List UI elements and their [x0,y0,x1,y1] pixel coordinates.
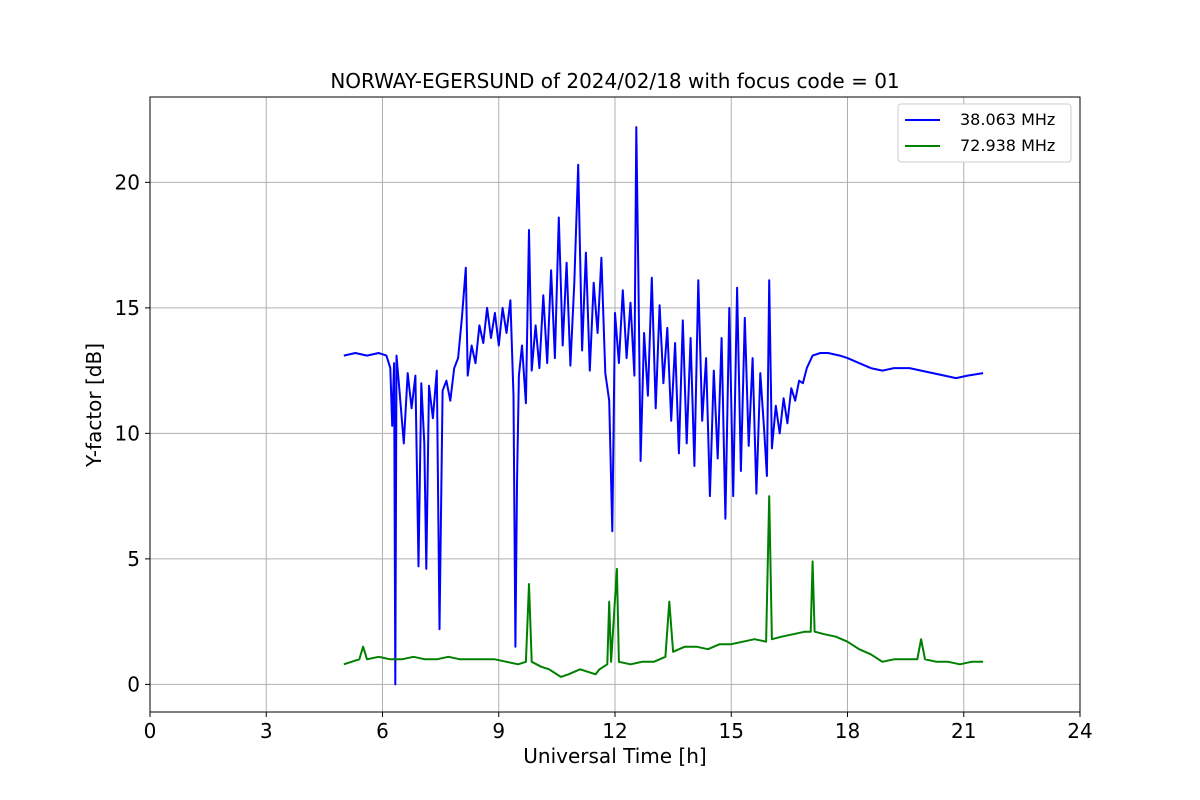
y-tick-label: 0 [127,672,140,696]
y-tick-label: 10 [115,421,140,445]
x-axis-ticks: 0 3 6 9 12 15 18 21 24 [144,712,1093,743]
legend: 38.063 MHz 72.938 MHz [897,103,1072,163]
legend-box [897,103,1072,163]
x-axis-label: Universal Time [h] [523,744,706,768]
series-layer [343,126,984,686]
series-line-2 [343,495,984,678]
x-tick-label: 0 [144,719,157,743]
x-tick-label: 24 [1067,719,1092,743]
x-tick-label: 12 [602,719,627,743]
legend-label-2: 72.938 MHz [960,136,1055,155]
y-tick-label: 5 [127,547,140,571]
y-axis-label: Y-factor [dB] [82,343,106,468]
x-tick-label: 6 [376,719,389,743]
y-axis-ticks: 0 5 10 15 20 [115,170,150,696]
x-tick-label: 9 [492,719,505,743]
y-tick-label: 15 [115,296,140,320]
y-tick-label: 20 [115,170,140,194]
x-tick-label: 15 [719,719,744,743]
x-tick-label: 21 [951,719,976,743]
legend-label-1: 38.063 MHz [960,110,1055,129]
chart-title: NORWAY-EGERSUND of 2024/02/18 with focus… [330,69,899,93]
x-tick-label: 18 [835,719,860,743]
series-line-1 [343,126,984,686]
x-tick-label: 3 [260,719,273,743]
